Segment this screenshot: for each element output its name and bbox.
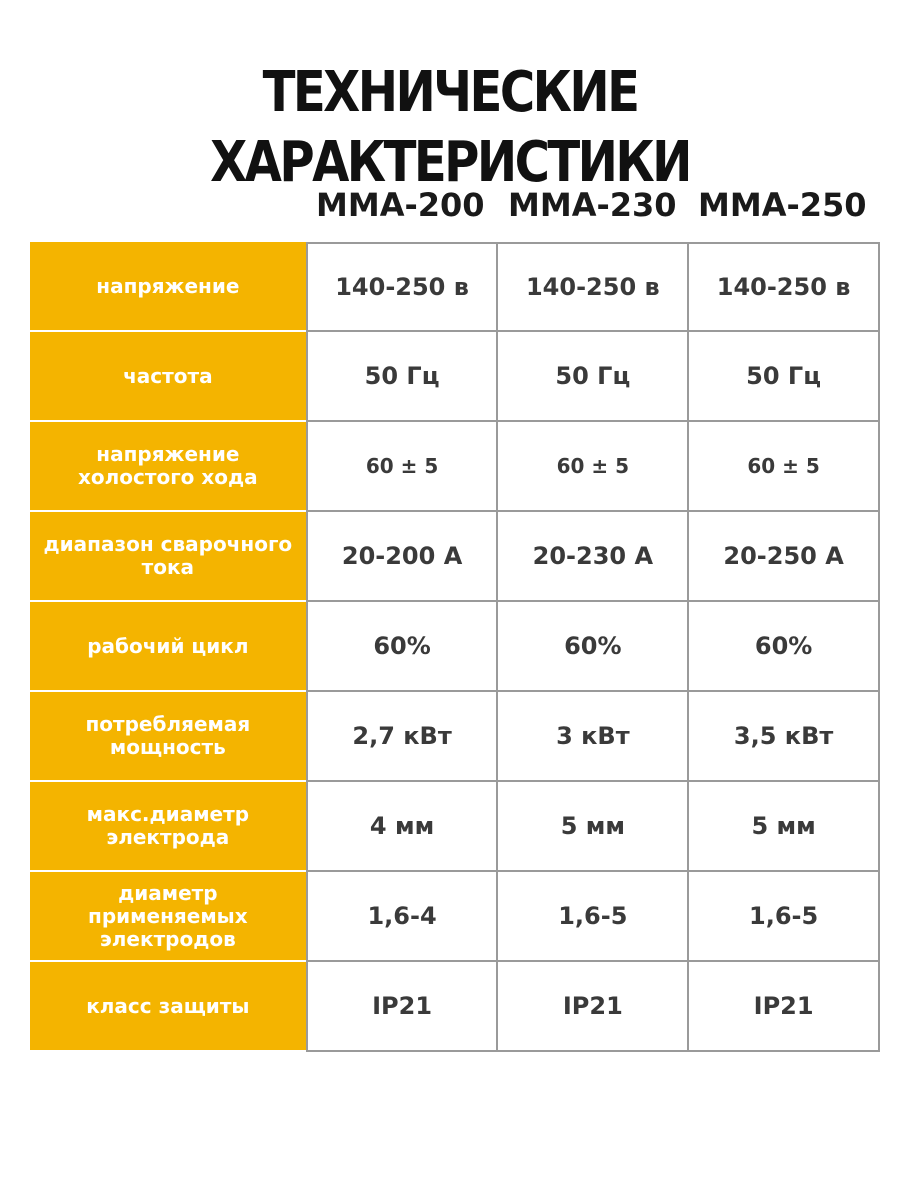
spec-label: потребляемая мощность bbox=[30, 692, 306, 780]
page-title: ТЕХНИЧЕСКИЕ ХАРАКТЕРИСТИКИ bbox=[210, 60, 692, 195]
spec-value: 4 мм bbox=[305, 782, 499, 872]
spec-value: 50 Гц bbox=[305, 332, 499, 422]
spec-label: напряжение холостого хода bbox=[30, 422, 306, 510]
model-name: MMA-230 bbox=[508, 186, 677, 224]
spec-value: 3,5 кВт bbox=[689, 692, 880, 782]
model-header-row: MMA-200 MMA-230 MMA-250 bbox=[306, 180, 880, 230]
spec-label: рабочий цикл bbox=[30, 602, 306, 690]
spec-value: 60 ± 5 bbox=[498, 422, 690, 512]
specs-table: напряжение 140-250 в 140-250 в 140-250 в… bbox=[30, 242, 880, 1052]
spec-value: 140-250 в bbox=[305, 242, 499, 332]
spec-value: IP21 bbox=[498, 962, 690, 1052]
spec-value: 3 кВт bbox=[498, 692, 690, 782]
spec-label: частота bbox=[30, 332, 306, 420]
spec-value: 1,6-4 bbox=[305, 872, 499, 962]
table-row: напряжение холостого хода 60 ± 5 60 ± 5 … bbox=[30, 422, 880, 512]
spec-value: 140-250 в bbox=[689, 242, 880, 332]
spec-value: 5 мм bbox=[689, 782, 880, 872]
spec-value: 20-250 А bbox=[689, 512, 880, 602]
spec-value: IP21 bbox=[689, 962, 880, 1052]
spec-value: 20-200 А bbox=[305, 512, 499, 602]
spec-value: 20-230 А bbox=[498, 512, 690, 602]
spec-value: 60 ± 5 bbox=[689, 422, 880, 512]
table-row: рабочий цикл 60% 60% 60% bbox=[30, 602, 880, 692]
spec-value: 1,6-5 bbox=[689, 872, 880, 962]
spec-label: макс.диаметр электрода bbox=[30, 782, 306, 870]
spec-value: 1,6-5 bbox=[498, 872, 690, 962]
spec-value: 5 мм bbox=[498, 782, 690, 872]
table-row: напряжение 140-250 в 140-250 в 140-250 в bbox=[30, 242, 880, 332]
table-row: класс защиты IP21 IP21 IP21 bbox=[30, 962, 880, 1052]
spec-value: 60% bbox=[689, 602, 880, 692]
spec-value: 50 Гц bbox=[689, 332, 880, 422]
spec-value: 140-250 в bbox=[498, 242, 690, 332]
spec-value: 60 ± 5 bbox=[305, 422, 499, 512]
table-row: частота 50 Гц 50 Гц 50 Гц bbox=[30, 332, 880, 422]
spec-label: диапазон сварочного тока bbox=[30, 512, 306, 600]
spec-label: класс защиты bbox=[30, 962, 306, 1050]
model-name: MMA-200 bbox=[316, 186, 485, 224]
model-name: MMA-250 bbox=[698, 186, 867, 224]
spec-label: диаметр применяемых электродов bbox=[30, 872, 306, 960]
spec-value: IP21 bbox=[305, 962, 499, 1052]
table-row: потребляемая мощность 2,7 кВт 3 кВт 3,5 … bbox=[30, 692, 880, 782]
table-row: диаметр применяемых электродов 1,6-4 1,6… bbox=[30, 872, 880, 962]
spec-label: напряжение bbox=[30, 242, 306, 330]
table-row: макс.диаметр электрода 4 мм 5 мм 5 мм bbox=[30, 782, 880, 872]
spec-value: 2,7 кВт bbox=[305, 692, 499, 782]
spec-value: 50 Гц bbox=[498, 332, 690, 422]
spec-value: 60% bbox=[498, 602, 690, 692]
spec-value: 60% bbox=[305, 602, 499, 692]
table-row: диапазон сварочного тока 20-200 А 20-230… bbox=[30, 512, 880, 602]
